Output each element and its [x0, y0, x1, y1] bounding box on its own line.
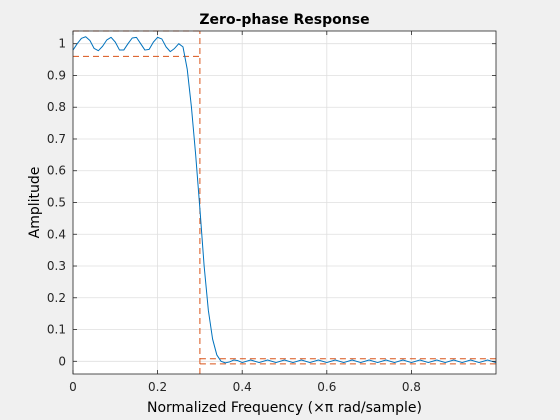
y-tick-label: 0.6	[47, 164, 66, 178]
y-tick-label: 0	[58, 354, 66, 368]
y-tick-label: 0.7	[47, 132, 66, 146]
y-tick-label: 0.2	[47, 291, 66, 305]
y-tick-label: 1	[58, 37, 66, 51]
x-ticks: 0 0.2 0.4 0.6 0.8	[69, 31, 421, 394]
x-tick-label: 0.8	[402, 380, 421, 394]
grid-lines	[72, 31, 496, 374]
chart-title: Zero-phase Response	[199, 12, 369, 28]
y-tick-label: 0.5	[47, 196, 66, 210]
x-tick-label: 0.2	[148, 380, 167, 394]
series-group	[72, 36, 497, 364]
y-tick-label: 0.4	[47, 227, 66, 241]
y-ticks: 0 0.1 0.2 0.3 0.4 0.5 0.6 0.7 0.8 0.9 1	[47, 37, 496, 368]
y-axis-label: Amplitude	[27, 167, 43, 239]
x-tick-label: 0.6	[317, 380, 336, 394]
y-tick-label: 0.1	[47, 323, 66, 337]
x-tick-label: 0.4	[233, 380, 252, 394]
y-tick-label: 0.9	[47, 68, 66, 82]
series-line-0	[72, 36, 497, 364]
x-tick-label: 0	[69, 380, 77, 394]
x-axis-label: Normalized Frequency (×π rad/sample)	[147, 400, 422, 416]
y-tick-label: 0.8	[47, 100, 66, 114]
y-tick-label: 0.3	[47, 259, 66, 273]
